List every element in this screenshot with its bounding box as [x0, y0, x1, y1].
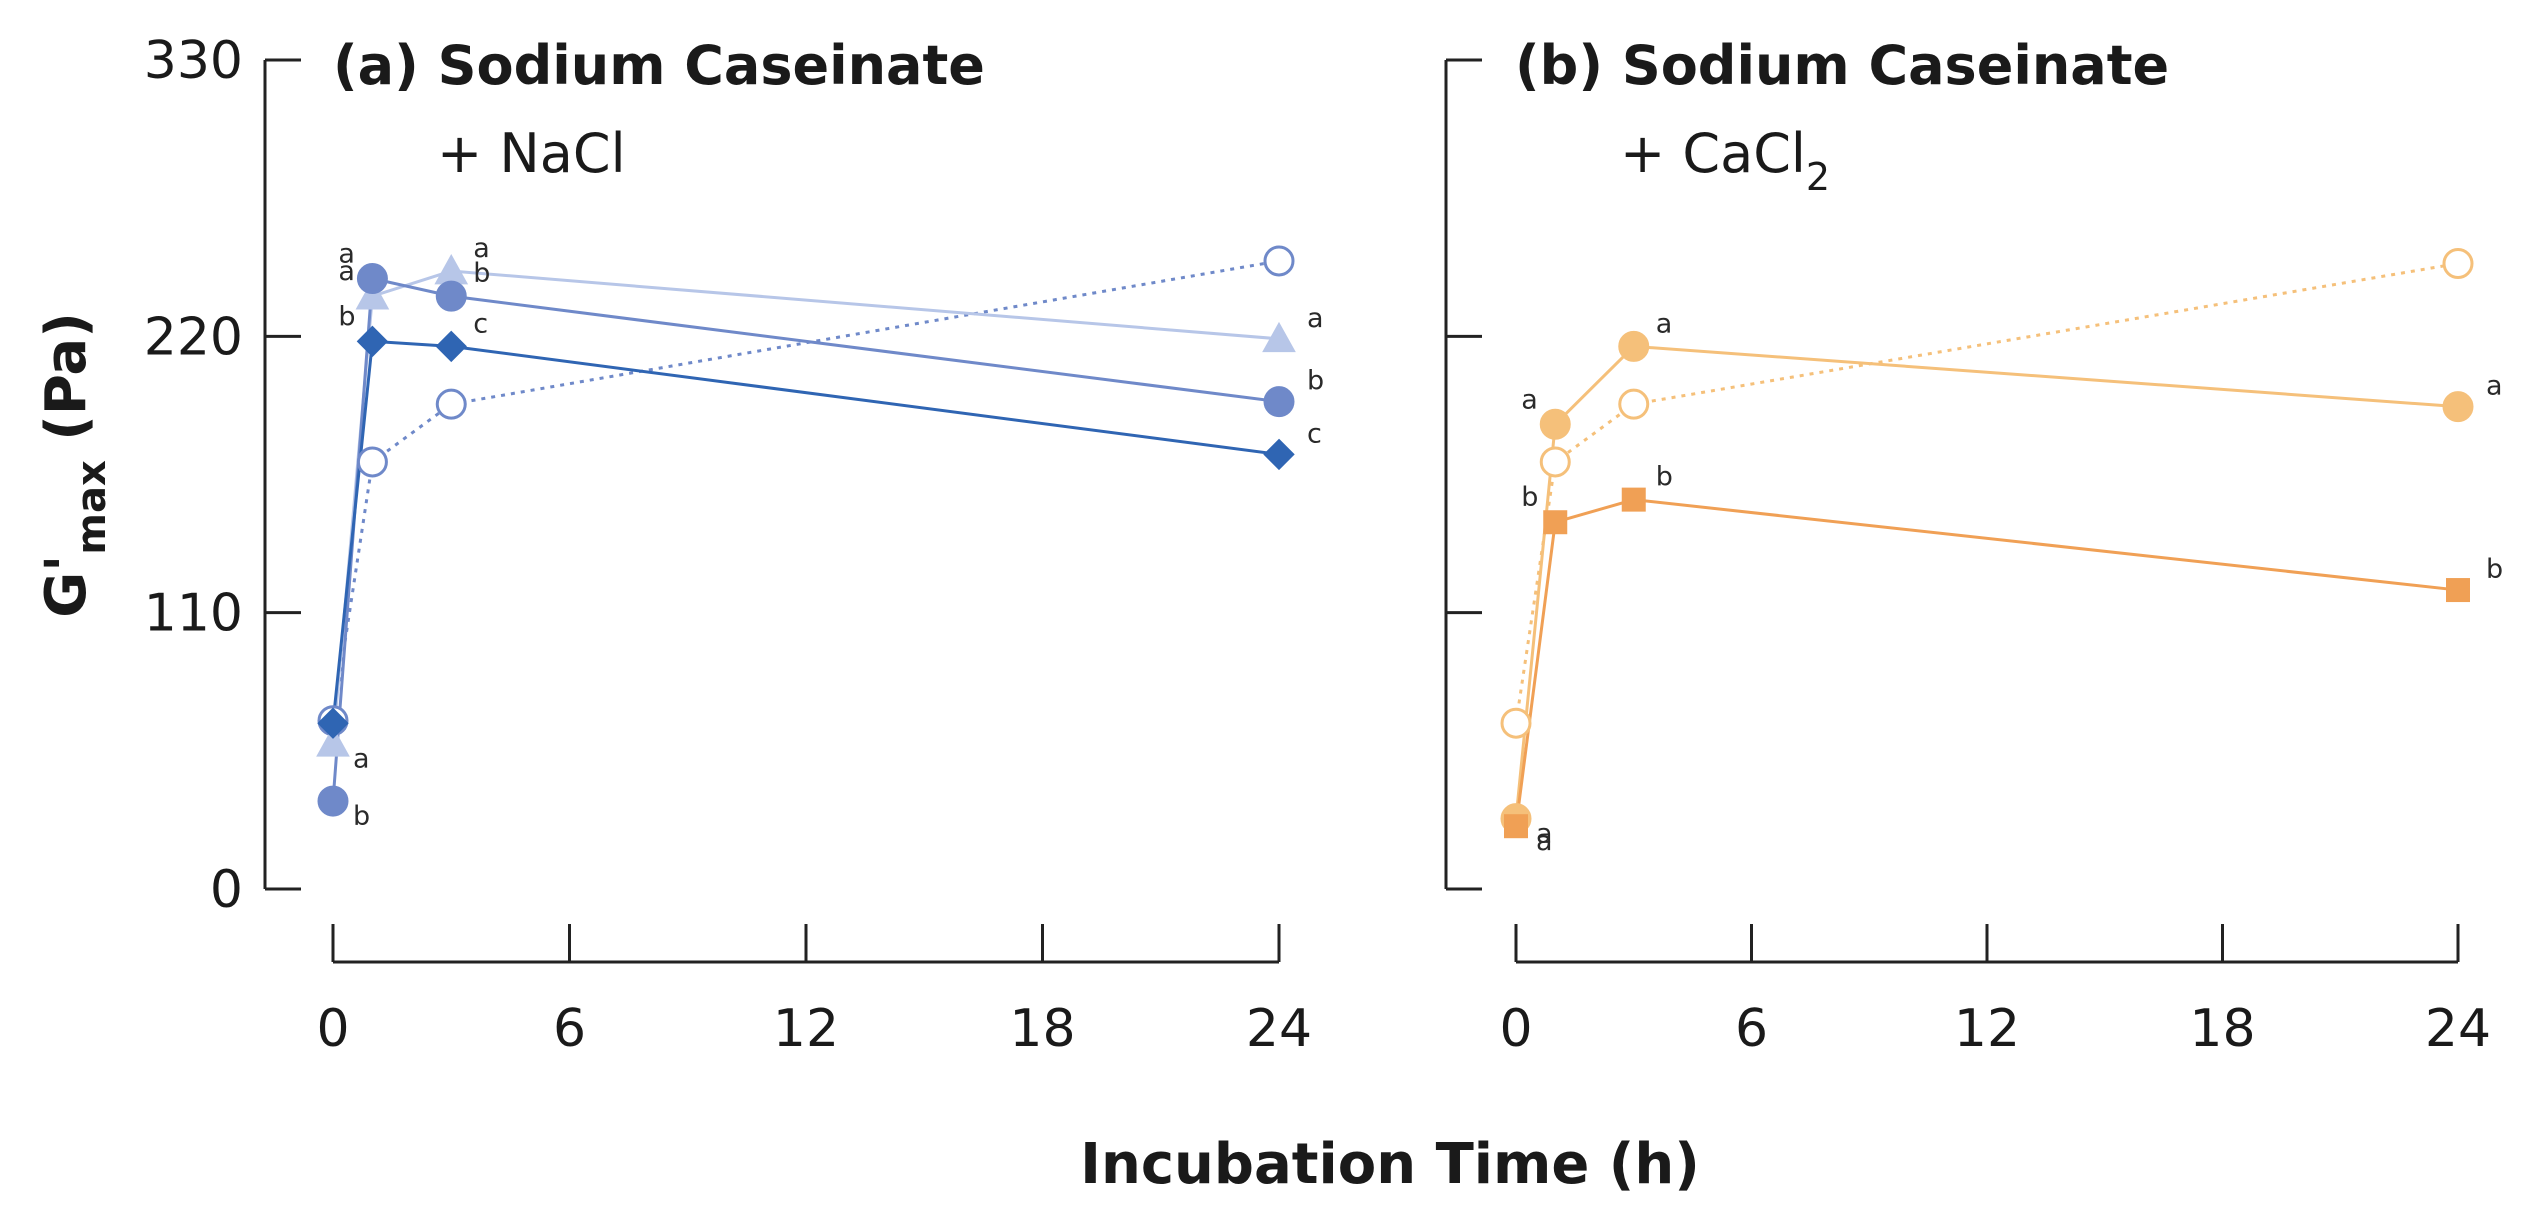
panel-b-series-line: [1514, 262, 2459, 724]
panel-a-x-tick-label: 24: [1246, 999, 1312, 1059]
panel-a-significance-label: a: [338, 256, 355, 287]
panel-a-significance-label: a: [1307, 303, 1324, 334]
panel-a-significance-label: c: [1307, 418, 1322, 449]
panel-b-circle-marker: [2442, 391, 2474, 423]
panel-a-significance-label: a: [473, 233, 490, 264]
panel-b-circle-open-marker: [1539, 446, 1571, 478]
panel-a-series-line: [331, 259, 1280, 721]
panel-b-subtitle-sub: 2: [1806, 155, 1830, 199]
panel-b-square-marker: [1543, 510, 1568, 535]
panel-b-x-tick-label: 0: [1499, 999, 1532, 1059]
panel-b-circle-open-marker: [1618, 388, 1650, 420]
panel-a-triangle-marker: [434, 253, 469, 285]
panel-b-x-tick-label: 18: [2189, 999, 2255, 1059]
panel-a-triangle-marker: [316, 726, 350, 757]
panel-a-circle-marker: [317, 785, 349, 817]
panel-b-x-tick-label: 12: [1954, 999, 2020, 1059]
panel-b-significance-label: b: [1656, 462, 1673, 493]
panel-a-y-tick-label: 330: [144, 31, 243, 91]
panel-a-circle-open-marker: [356, 446, 388, 478]
panel-a-significance-label: a: [338, 239, 355, 270]
panel-a-significance-label: a: [353, 743, 370, 774]
panel-a-subtitle: + NaCl: [437, 122, 626, 185]
panel-b-circle-marker: [1618, 330, 1650, 362]
y-axis-label-unit: (Pa): [34, 312, 99, 460]
panel-a-series-line: [331, 339, 1280, 724]
panel-b-x-tick-label: 6: [1735, 999, 1768, 1059]
panel-a-circle-open-marker: [435, 388, 467, 420]
panel-b-subtitle-main: + CaCl: [1620, 122, 1806, 185]
panel-a-diamond-marker: [1263, 438, 1295, 471]
y-axis-label: G'max (Pa): [34, 312, 115, 618]
panel-a-series-line: [331, 276, 1280, 802]
panel-b-significance-label: b: [1521, 482, 1538, 513]
panel-b-significance-label: a: [1536, 826, 1553, 857]
panel-a-significance-label: b: [353, 801, 370, 832]
panel-b-significance-label: a: [2486, 371, 2503, 402]
panel-b-circle-open-marker: [2442, 247, 2474, 279]
panel-b-square-marker: [2446, 578, 2470, 603]
panel-a-significance-label: b: [473, 258, 490, 289]
panel-a-y-tick-label: 110: [144, 584, 243, 644]
panel-a-title: (a) Sodium Caseinate: [333, 34, 985, 97]
panel-a-diamond-marker: [435, 330, 467, 363]
panel-a-circle-marker: [435, 280, 467, 312]
panel-a-y-tick-label: 220: [144, 307, 243, 367]
panel-a-significance-label: b: [1307, 366, 1324, 397]
panel-b-title: (b) Sodium Caseinate: [1515, 34, 2169, 97]
panel-b-square-marker: [1504, 814, 1528, 839]
y-axis-label-sub: max: [69, 460, 115, 555]
panel-a-y-tick-label: 0: [210, 860, 243, 920]
panel-a-x-tick-label: 6: [553, 999, 586, 1059]
panel-a-x-tick-label: 0: [316, 999, 349, 1059]
x-axis-label: Incubation Time (h): [1080, 1132, 1700, 1197]
panel-b-significance-label: b: [2486, 554, 2503, 585]
panel-a-significance-label: b: [338, 301, 355, 332]
panel-a-triangle-marker: [355, 279, 390, 310]
panel-b-x-tick-label: 24: [2425, 999, 2491, 1059]
panel-b-subtitle: + CaCl2: [1620, 122, 1830, 199]
panel-a-triangle-marker: [1262, 321, 1296, 353]
panel-b-significance-label: a: [1656, 308, 1673, 339]
panel-b-significance-label: a: [1521, 384, 1538, 415]
panel-b-significance-label: a: [1536, 819, 1553, 850]
panel-b-circle-marker: [1539, 408, 1571, 440]
y-axis-label-main: G': [34, 555, 99, 618]
panel-b-series-line: [1514, 344, 2459, 819]
panel-b-square-marker: [1621, 487, 1646, 512]
panel-a-diamond-marker: [356, 325, 389, 358]
panel-a-circle-open-marker: [1263, 245, 1295, 277]
panel-b-series-line: [1514, 498, 2459, 827]
panel-a-x-tick-label: 12: [773, 999, 839, 1059]
panel-a-diamond-marker: [317, 707, 349, 739]
panel-a-circle-marker: [1263, 386, 1295, 418]
panel-a-x-tick-label: 18: [1009, 999, 1075, 1059]
panel-a-significance-label: c: [473, 308, 488, 339]
panel-a-circle-marker: [356, 263, 388, 295]
panel-b-circle-open-marker: [1500, 707, 1532, 739]
